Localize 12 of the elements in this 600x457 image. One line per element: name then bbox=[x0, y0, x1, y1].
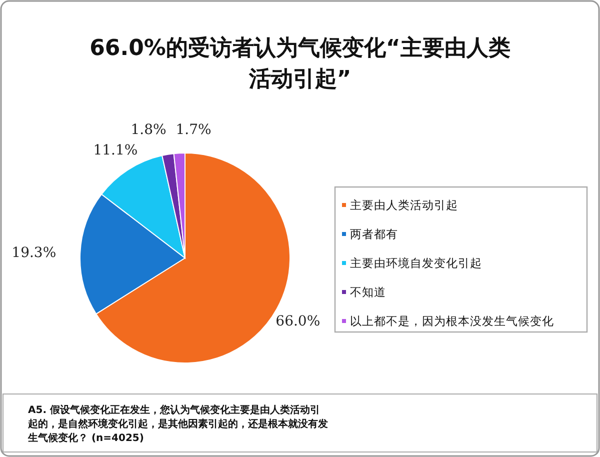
data-label: 19.3% bbox=[12, 245, 56, 262]
legend-label: 主要由环境自发变化引起 bbox=[350, 256, 482, 270]
legend-label: 以上都不是，因为根本没发生气候变化 bbox=[350, 314, 554, 328]
data-label: 1.7% bbox=[176, 122, 212, 138]
legend-label: 两者都有 bbox=[350, 227, 398, 242]
data-label: 11.1% bbox=[93, 142, 138, 158]
chart-title: 66.0%的受访者认为气候变化“主要由人类活动引起” bbox=[90, 35, 510, 92]
legend-label: 不知道 bbox=[350, 285, 386, 300]
data-label: 66.0% bbox=[276, 313, 320, 330]
text: A5. 假设气候变化正在发生，您认为气候变化主要是由人类活动引起的，是自然环境变化引起，是其他因素引起的，还是根本就没有发生气候变化？ (n=4025) bbox=[27, 404, 328, 444]
data-label: 1.8% bbox=[130, 122, 166, 138]
legend-label: 主要由人类活动引起 bbox=[350, 198, 458, 212]
